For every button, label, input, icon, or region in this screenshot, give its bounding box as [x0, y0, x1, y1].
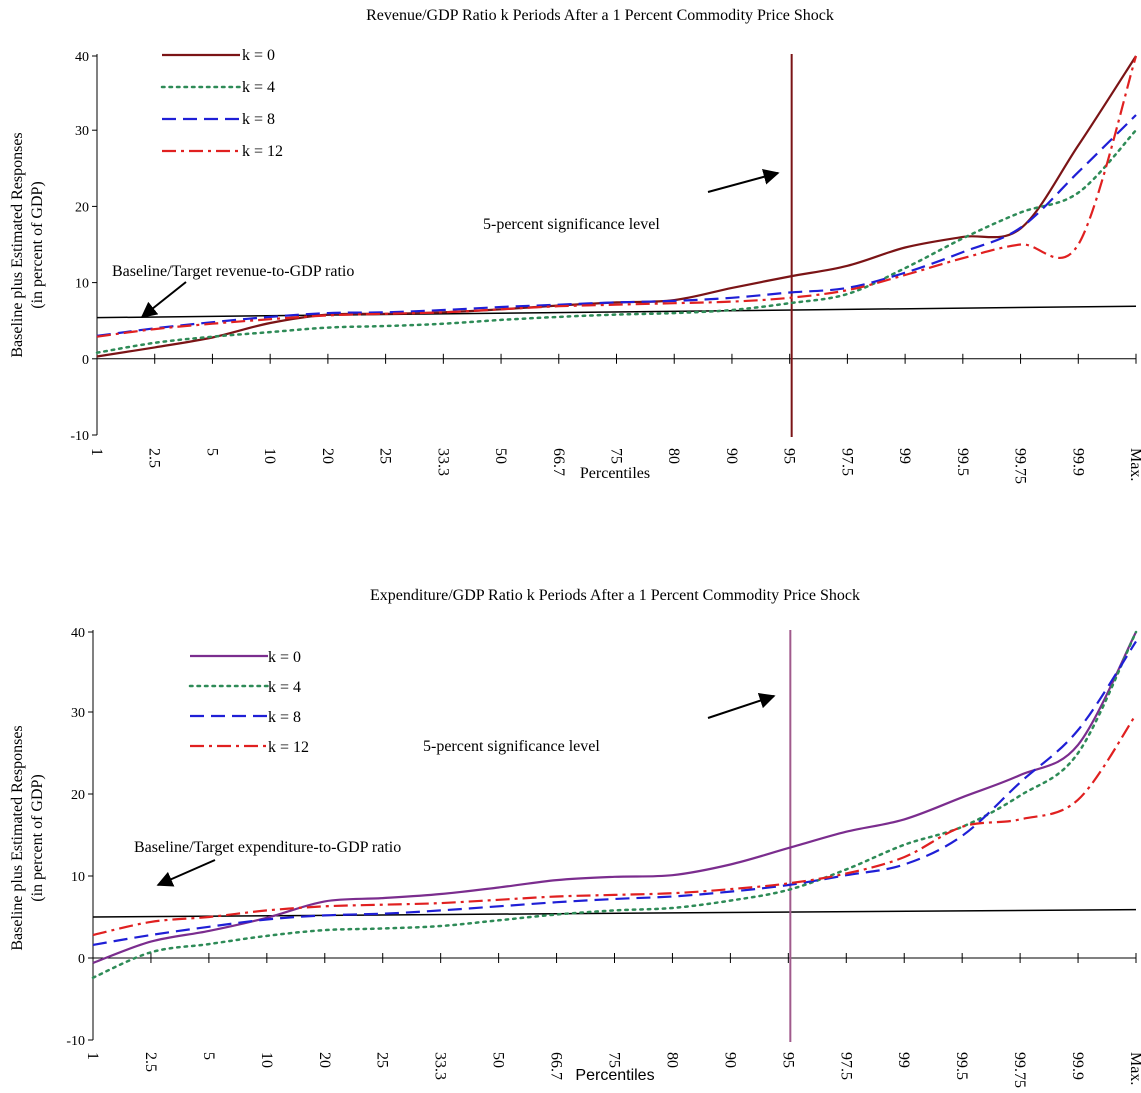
x-tick-label: 99: [896, 448, 913, 464]
y-tick-label: 10: [75, 277, 89, 292]
baseline-line: [96, 305, 1137, 319]
baseline-line: [92, 908, 1137, 918]
y-axis-label-line-1: Baseline plus Estimated Responses: [9, 725, 26, 950]
x-tick-label: 95: [779, 1052, 796, 1068]
x-tick-label: 25: [374, 1052, 391, 1068]
x-tick-label: 2.5: [146, 448, 163, 468]
x-tick-label: 97.5: [838, 448, 855, 476]
x-tick-label: 10: [258, 1052, 275, 1068]
legend-label-k8: k = 8: [268, 709, 301, 726]
legend-label-k0: k = 0: [268, 649, 301, 666]
x-tick-label: 75: [606, 1052, 623, 1068]
baseline-label: Baseline/Target expenditure-to-GDP ratio: [134, 839, 401, 856]
y-axis-label: Baseline plus Estimated Responses (in pe…: [9, 132, 46, 357]
y-tick-label: 20: [71, 788, 85, 803]
x-tick-label: 90: [723, 448, 740, 464]
x-tick-label: 66.7: [548, 1052, 565, 1080]
y-tick-label: -10: [70, 429, 89, 444]
y-tick-label: 40: [75, 50, 89, 65]
y-tick-label: 0: [78, 952, 85, 967]
significance-label: 5-percent significance level: [423, 738, 600, 755]
x-tick-label: 33.3: [432, 1052, 449, 1080]
baseline-arrow: [140, 281, 187, 318]
x-tick-label: 99.75: [1012, 448, 1029, 484]
x-tick-label: 10: [261, 448, 278, 464]
significance-arrow: [707, 692, 776, 719]
x-tick-label: 66.7: [550, 448, 567, 476]
series-line-k12: [92, 713, 1137, 937]
y-tick-label: 30: [75, 124, 89, 139]
x-tick-label: 50: [492, 448, 509, 464]
expenditure-chart: Expenditure/GDP Ratio k Periods After a …: [9, 587, 1141, 1088]
legend-label-k8: k = 8: [242, 111, 275, 128]
chart-title: Expenditure/GDP Ratio k Periods After a …: [370, 587, 860, 604]
x-tick-label: 99.5: [954, 448, 971, 476]
legend-label-k12: k = 12: [268, 739, 309, 756]
x-tick-label: 97.5: [837, 1052, 854, 1080]
x-tick-label: 5: [200, 1052, 217, 1060]
x-tick-label: 99.9: [1069, 1052, 1086, 1080]
x-tick-label: Max.: [1127, 1052, 1141, 1085]
x-tick-label: 95: [781, 448, 798, 464]
series-line-k12: [96, 55, 1138, 338]
x-tick-label: 99.5: [953, 1052, 970, 1080]
x-tick-label: 1: [84, 1052, 101, 1060]
x-tick-label: 90: [721, 1052, 738, 1068]
x-tick-label: 80: [663, 1052, 680, 1068]
x-tick-label: Max.: [1127, 448, 1141, 481]
x-tick-label: 99: [895, 1052, 912, 1068]
y-axis-label-line-1: Baseline plus Estimated Responses: [9, 132, 26, 357]
series-line-k8: [96, 114, 1137, 337]
x-tick-label: 75: [608, 448, 625, 464]
legend: k = 0 k = 4 k = 8 k = 12: [160, 47, 283, 160]
x-tick-label: 2.5: [142, 1052, 159, 1072]
y-tick-label: 30: [71, 706, 85, 721]
legend-label-k12: k = 12: [242, 143, 283, 160]
y-axis-label-line-2: (in percent of GDP): [29, 181, 46, 309]
baseline-arrow: [156, 859, 216, 887]
significance-label: 5-percent significance level: [483, 216, 660, 233]
x-tick-label: 99.9: [1069, 448, 1086, 476]
x-tick-label: 5: [203, 448, 220, 456]
chart-title: Revenue/GDP Ratio k Periods After a 1 Pe…: [366, 7, 834, 24]
revenue-chart: Revenue/GDP Ratio k Periods After a 1 Pe…: [9, 7, 1141, 484]
legend: k = 0 k = 4 k = 8 k = 12: [188, 649, 309, 756]
y-axis-label-line-2: (in percent of GDP): [29, 774, 46, 902]
x-tick-label: 25: [377, 448, 394, 464]
legend-label-k0: k = 0: [242, 47, 275, 64]
y-axis-label: Baseline plus Estimated Responses (in pe…: [9, 725, 46, 950]
plot-area: -10 0 10 20 30 40 1 2.5 5 10 20 25 33.3 50 66.7 75 80 90 9…: [70, 50, 1141, 484]
y-tick-label: 40: [71, 626, 85, 641]
x-tick-label: 99.75: [1011, 1052, 1028, 1088]
x-tick-label: 50: [490, 1052, 507, 1068]
legend-label-k4: k = 4: [268, 679, 301, 696]
series-line-k8: [92, 640, 1137, 946]
y-tick-label: 10: [71, 870, 85, 885]
significance-arrow: [707, 169, 780, 193]
x-tick-label: 1: [88, 448, 105, 456]
legend-label-k4: k = 4: [242, 79, 275, 96]
x-tick-label: 33.3: [434, 448, 451, 476]
series-line-k4: [95, 128, 1138, 354]
x-axis-label: Percentiles: [580, 465, 650, 482]
x-tick-label: 80: [665, 448, 682, 464]
baseline-label: Baseline/Target revenue-to-GDP ratio: [112, 263, 354, 280]
y-tick-label: 20: [75, 200, 89, 215]
y-tick-label: 0: [82, 353, 89, 368]
y-tick-label: -10: [66, 1034, 85, 1049]
plot-area: -10 0 10 20 30 40 1 2.5 5 10 20 25 33.3 50 66.7 75 80 90 9…: [66, 626, 1141, 1088]
x-tick-label: 20: [316, 1052, 333, 1068]
x-tick-label: 20: [319, 448, 336, 464]
series-line-k4: [91, 630, 1138, 979]
series-line-k0: [92, 631, 1137, 964]
x-axis-label: Percentiles: [575, 1067, 654, 1084]
